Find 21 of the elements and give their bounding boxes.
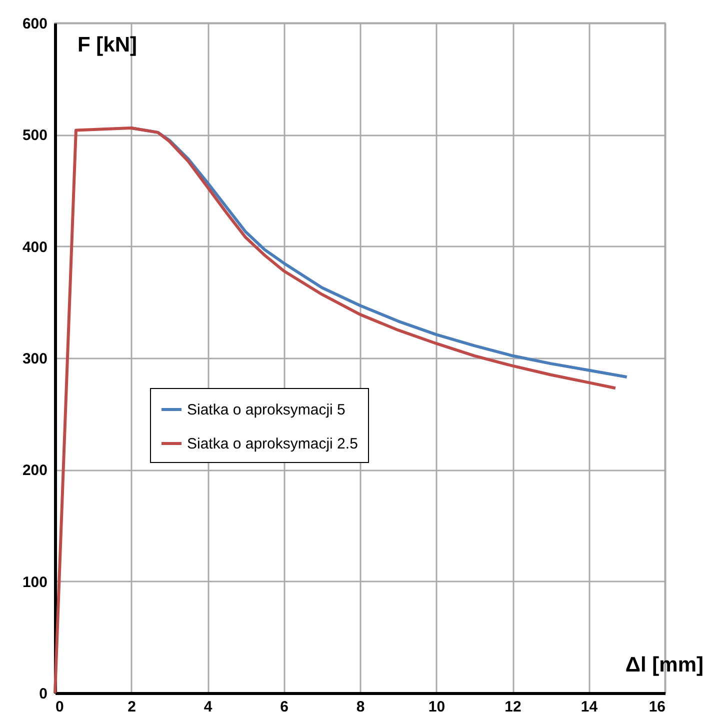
- legend-label: Siatka o aproksymacji 5: [187, 402, 346, 418]
- y-tick-label: 300: [22, 350, 48, 368]
- y-axis-title: F [kN]: [78, 34, 137, 56]
- x-tick-label: 4: [204, 698, 213, 716]
- x-tick-label: 12: [504, 698, 522, 716]
- y-tick-label: 0: [39, 686, 48, 702]
- legend-label: Siatka o aproksymacji 2.5: [187, 436, 358, 452]
- x-tick-label: 10: [428, 698, 446, 716]
- x-tick-label: 6: [280, 698, 288, 716]
- y-tick-label: 600: [22, 16, 48, 32]
- x-axis-title: Δl [mm]: [625, 654, 704, 676]
- y-tick-label: 400: [22, 238, 48, 256]
- x-tick-label: 14: [580, 698, 598, 716]
- x-tick-label: 16: [648, 698, 666, 716]
- y-tick-label: 100: [22, 574, 48, 591]
- x-tick-label: 0: [56, 698, 64, 716]
- line-series: [54, 126, 617, 694]
- x-tick-label: 2: [128, 698, 136, 716]
- y-tick-label: 200: [22, 462, 48, 480]
- x-tick-label: 8: [356, 698, 365, 716]
- y-tick-label: 500: [22, 127, 48, 144]
